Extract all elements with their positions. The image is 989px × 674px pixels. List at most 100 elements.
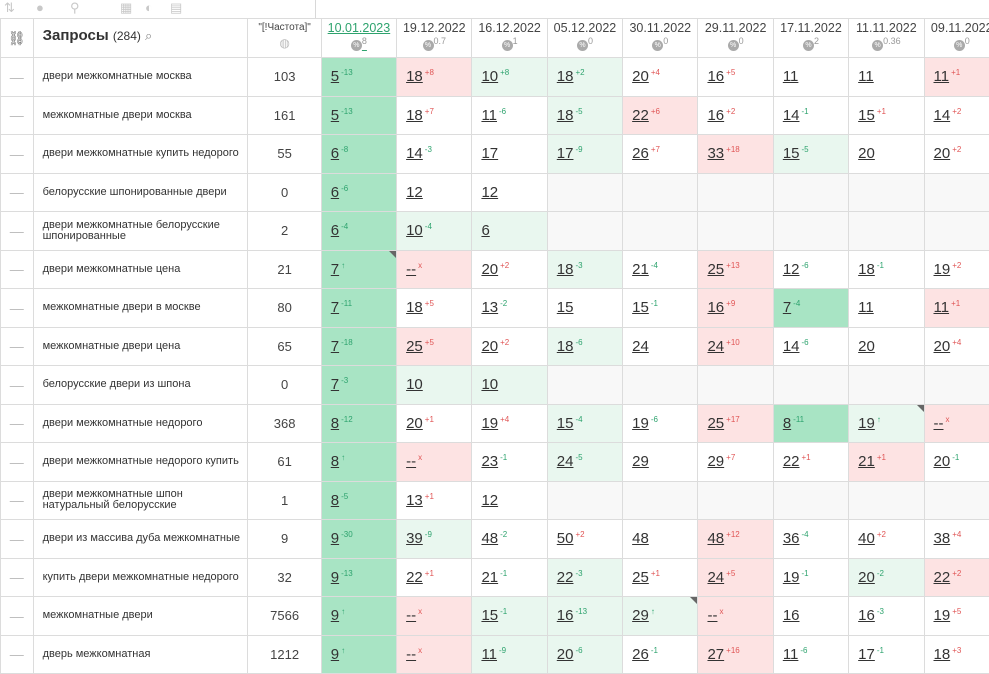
position-value[interactable]: 12 [481,184,498,201]
row-toggle[interactable]: — [1,212,34,251]
position-cell[interactable]: 18+8 [397,58,472,97]
position-cell[interactable]: 48 [623,520,698,559]
row-toggle[interactable]: — [1,404,34,443]
position-value[interactable]: 6 [331,222,339,239]
position-cell[interactable]: 40+2 [849,520,924,559]
position-value[interactable]: 19 [632,415,649,432]
position-value[interactable]: 20 [557,646,574,663]
position-cell[interactable]: 36-4 [773,520,848,559]
row-toggle[interactable]: — [1,366,34,405]
position-cell[interactable]: 15-5 [773,135,848,174]
export-icon[interactable]: ▤ [170,1,182,15]
date-label[interactable]: 05.12.2022 [554,21,617,35]
position-value[interactable]: -- [707,607,717,624]
position-cell[interactable]: 20+1 [397,404,472,443]
position-value[interactable]: 12 [406,184,423,201]
position-cell[interactable]: 19-6 [623,404,698,443]
position-value[interactable]: 19 [934,607,951,624]
dash-icon[interactable]: — [10,69,24,85]
position-value[interactable]: 12 [783,261,800,278]
date-label[interactable]: 30.11.2022 [629,21,691,35]
position-value[interactable]: 9 [331,646,339,663]
position-value[interactable]: 24 [557,453,574,470]
position-value[interactable]: 22 [934,569,951,586]
position-value[interactable]: 18 [557,338,574,355]
position-cell[interactable]: 11 [849,289,924,328]
position-value[interactable]: -- [406,607,416,624]
sort-icon[interactable]: ⇅ [4,1,15,15]
link-icon[interactable]: ⚲ [70,1,80,15]
position-cell[interactable]: 14-3 [397,135,472,174]
position-value[interactable]: 19 [481,415,498,432]
position-value[interactable]: 22 [557,569,574,586]
dash-icon[interactable]: — [10,608,24,624]
dash-icon[interactable]: — [10,107,24,123]
position-cell[interactable]: 10 [397,366,472,405]
position-cell[interactable]: --x [397,597,472,636]
position-cell[interactable]: 16+5 [698,58,773,97]
position-cell[interactable]: 19-1 [773,558,848,597]
position-value[interactable]: 11 [934,299,950,316]
position-value[interactable]: 18 [858,261,875,278]
position-cell[interactable]: 18-1 [849,250,924,289]
row-toggle[interactable]: — [1,443,34,482]
date-label[interactable]: 09.11.2022 [931,21,989,35]
position-cell[interactable]: 29 [623,443,698,482]
date-label[interactable]: 17.11.2022 [780,21,842,35]
position-value[interactable]: 22 [632,107,649,124]
position-value[interactable]: -- [406,453,416,470]
position-value[interactable]: 18 [557,107,574,124]
position-cell[interactable]: 23-1 [472,443,547,482]
position-cell[interactable]: 17-9 [547,135,622,174]
position-value[interactable]: 15 [632,299,649,316]
position-cell[interactable]: 20 [849,135,924,174]
position-value[interactable]: 7 [331,338,339,355]
position-value[interactable]: 40 [858,530,875,547]
position-value[interactable]: 21 [632,261,649,278]
position-value[interactable]: 6 [481,222,489,239]
position-cell[interactable]: 29↑ [623,597,698,636]
position-cell[interactable]: 9↑ [321,635,396,674]
row-toggle[interactable]: — [1,135,34,174]
position-cell[interactable]: --x [698,597,773,636]
header-date-6[interactable]: 17.11.2022%2 [773,19,848,58]
position-cell[interactable]: 29+7 [698,443,773,482]
position-cell[interactable]: 20+2 [924,135,989,174]
position-cell[interactable]: 8-11 [773,404,848,443]
position-cell[interactable]: 11+1 [924,58,989,97]
position-cell[interactable]: 25+1 [623,558,698,597]
position-cell[interactable]: 48+12 [698,520,773,559]
header-frequency[interactable]: "[!Частота]"◍ [248,19,321,58]
row-toggle[interactable]: — [1,96,34,135]
position-cell[interactable]: 9-13 [321,558,396,597]
position-value[interactable]: 29 [707,453,724,470]
position-value[interactable]: 27 [707,646,724,663]
position-cell[interactable]: 15 [547,289,622,328]
position-value[interactable]: 6 [331,145,339,162]
position-cell[interactable]: 18+7 [397,96,472,135]
position-cell[interactable]: 20-2 [849,558,924,597]
position-cell[interactable]: 11-6 [773,635,848,674]
search-icon[interactable]: ⌕ [145,28,152,43]
position-value[interactable]: 11 [858,299,874,316]
header-link-cell[interactable]: ⛓ [1,19,34,58]
position-value[interactable]: 25 [632,569,649,586]
position-cell[interactable]: 11-6 [472,96,547,135]
position-cell[interactable]: 15-1 [623,289,698,328]
position-value[interactable]: 16 [707,68,724,85]
position-value[interactable]: 5 [331,68,339,85]
position-value[interactable]: 14 [406,145,423,162]
position-value[interactable]: 20 [934,453,951,470]
position-value[interactable]: 10 [406,222,423,239]
position-cell[interactable]: 26-1 [623,635,698,674]
position-cell[interactable]: 25+17 [698,404,773,443]
position-value[interactable]: 18 [557,68,574,85]
position-value[interactable]: 29 [632,607,649,624]
position-cell[interactable]: 13+1 [397,481,472,520]
row-toggle[interactable]: — [1,327,34,366]
position-cell[interactable]: 8-5 [321,481,396,520]
link-icon[interactable]: ⛓ [1,19,33,47]
position-value[interactable]: 11 [783,646,799,663]
position-value[interactable]: -- [934,415,944,432]
row-toggle[interactable]: — [1,289,34,328]
